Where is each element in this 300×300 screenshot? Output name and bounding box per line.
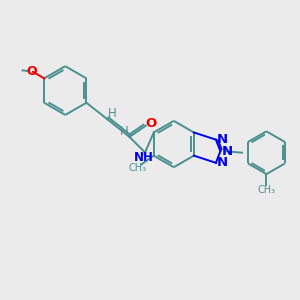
Text: N: N [217,133,228,146]
Text: CH₃: CH₃ [128,163,146,173]
Text: CH₃: CH₃ [257,184,275,195]
Text: N: N [217,156,228,169]
Text: NH: NH [134,151,154,164]
Text: N: N [221,145,233,158]
Text: O: O [26,65,37,78]
Text: H: H [108,107,116,120]
Text: O: O [146,117,157,130]
Text: H: H [120,125,128,138]
